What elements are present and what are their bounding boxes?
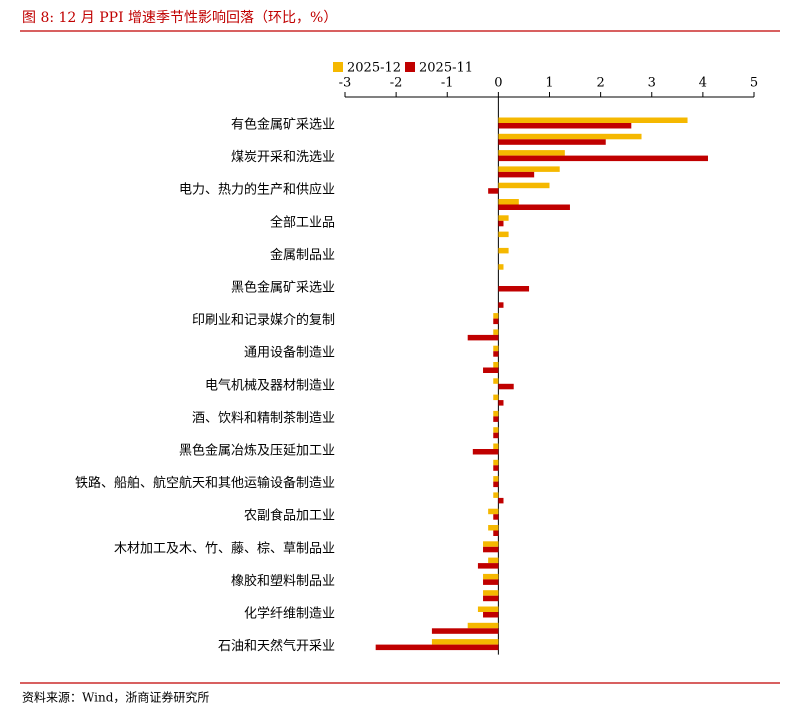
bar	[498, 123, 632, 129]
bar	[488, 557, 499, 564]
x-tick-label: 4	[699, 76, 707, 91]
y-tick-label: 橡胶和塑料制品业	[231, 573, 335, 589]
y-tick-label: 印刷业和记录媒介的复制	[192, 312, 335, 328]
y-tick-label: 电力、热力的生产和供应业	[179, 182, 335, 198]
bar	[483, 367, 499, 373]
y-tick-label: 金属制品业	[270, 247, 335, 263]
bar	[498, 182, 550, 189]
y-tick-label: 木材加工及木、竹、藤、棕、草制品业	[114, 541, 335, 556]
bar	[493, 443, 499, 449]
bar	[493, 476, 499, 482]
bar	[488, 508, 499, 515]
y-tick-label: 铁路、船舶、航空航天和其他运输设备制造业	[75, 475, 335, 491]
legend-label: 2025-12	[347, 61, 401, 76]
legend-label: 2025-11	[419, 61, 473, 76]
bar	[483, 612, 499, 618]
bar	[431, 639, 499, 645]
y-tick-label: 有色金属矿采选业	[231, 117, 335, 133]
bar	[493, 362, 499, 368]
bar	[493, 410, 499, 417]
chart-title: 图 8: 12 月 PPI 增速季节性影响回落（环比，%）	[22, 10, 337, 26]
x-tick-label: 2	[596, 76, 604, 91]
bar	[498, 117, 688, 123]
bar	[498, 199, 519, 205]
bar	[467, 622, 499, 629]
bar	[498, 139, 606, 145]
bar	[498, 220, 504, 227]
bar	[488, 525, 499, 531]
y-tick-label: 化学纤维制造业	[244, 606, 335, 622]
bar	[498, 400, 504, 406]
legend-swatch	[405, 62, 415, 72]
bar	[498, 302, 504, 308]
source: 资料来源：Wind，浙商证券研究所	[22, 690, 209, 705]
bar	[483, 579, 499, 585]
bar	[483, 590, 499, 596]
x-tick-label: 3	[648, 76, 656, 91]
bar	[483, 573, 499, 580]
bar	[493, 530, 499, 536]
bar	[493, 394, 499, 401]
y-tick-label: 通用设备制造业	[244, 345, 335, 361]
bar	[493, 416, 499, 422]
bar	[498, 150, 565, 156]
bar	[498, 133, 642, 140]
bar	[493, 459, 499, 466]
bar	[483, 541, 499, 547]
bar	[493, 378, 499, 384]
bar	[498, 204, 570, 210]
bar	[493, 427, 499, 433]
bar	[493, 313, 499, 319]
y-tick-label: 电气机械及器材制造业	[205, 377, 335, 393]
x-tick-label: 5	[750, 76, 758, 91]
bar	[498, 231, 509, 238]
y-tick-label: 全部工业品	[270, 214, 335, 230]
x-tick-label: 1	[545, 76, 553, 91]
bar	[493, 514, 499, 520]
bar	[498, 286, 530, 292]
bar	[498, 155, 708, 162]
bar	[493, 351, 499, 357]
bar	[498, 171, 535, 178]
bar	[493, 329, 499, 335]
x-tick-label: -2	[390, 76, 403, 91]
bar	[498, 497, 504, 504]
bar	[493, 492, 499, 498]
bar	[493, 481, 499, 488]
bar	[493, 432, 499, 439]
y-tick-label: 农副食品加工业	[244, 508, 335, 524]
bar	[472, 449, 499, 455]
bar	[493, 345, 499, 352]
y-tick-label: 酒、饮料和精制茶制造业	[192, 410, 335, 426]
bar	[498, 383, 514, 390]
bar	[493, 318, 499, 325]
x-tick-label: 0	[494, 76, 502, 91]
x-tick-label: -3	[339, 76, 352, 91]
bar	[483, 546, 499, 553]
bar	[498, 247, 509, 254]
bar	[498, 166, 560, 172]
y-tick-label: 黑色金属矿采选业	[231, 280, 335, 296]
bar	[375, 644, 499, 651]
bar	[493, 465, 499, 471]
bar	[431, 628, 499, 634]
y-tick-label: 煤炭开采和洗选业	[231, 150, 335, 165]
bar	[488, 188, 499, 194]
bar	[498, 215, 509, 221]
legend-swatch	[333, 62, 343, 72]
y-tick-label: 石油和天然气开采业	[218, 638, 335, 654]
x-tick-label: -1	[441, 76, 454, 91]
bar	[483, 595, 499, 602]
y-tick-label: 黑色金属冶炼及压延加工业	[179, 443, 335, 459]
bar	[467, 334, 499, 341]
bar	[477, 563, 499, 569]
bar	[477, 606, 499, 612]
bar	[498, 264, 504, 270]
